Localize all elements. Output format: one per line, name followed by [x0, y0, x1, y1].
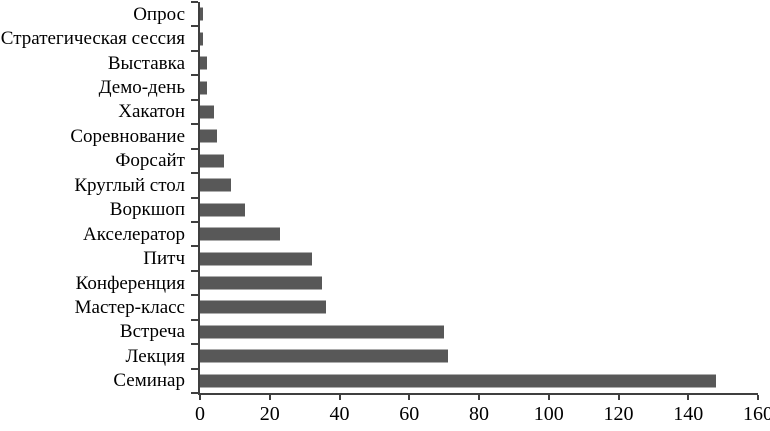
- category-label: Семинар: [113, 370, 185, 392]
- bar-row: [200, 271, 758, 295]
- bar: [200, 203, 246, 217]
- y-axis-tick: [191, 196, 198, 199]
- bar: [200, 325, 445, 339]
- y-axis-tick: [191, 172, 198, 175]
- category-label: Стратегическая сессия: [0, 28, 185, 50]
- y-axis-tick: [191, 98, 198, 101]
- x-axis-tick: [617, 395, 620, 400]
- category-labels: Опрос Стратегическая сессия Выставка Демо-д…: [0, 2, 190, 393]
- bar: [200, 81, 207, 95]
- y-axis-tick: [191, 392, 198, 394]
- bar-row: [200, 124, 758, 148]
- bar-row: [200, 369, 758, 393]
- bar-row: [200, 173, 758, 197]
- plot-area: 0 20 40 60 80 100 120 140 160: [191, 1, 770, 424]
- y-axis-tick: [191, 147, 198, 150]
- x-axis-tick-label: 120: [603, 403, 634, 425]
- x-axis-tick-label: 40: [329, 403, 350, 425]
- bar: [200, 276, 323, 290]
- x-axis-tick: [199, 395, 201, 400]
- category-label: Круглый стол: [74, 174, 185, 196]
- bar-row: [200, 344, 758, 368]
- category-label: Опрос: [133, 3, 185, 25]
- y-axis-tick: [191, 25, 198, 28]
- bar: [200, 154, 225, 168]
- category-label: Лекция: [125, 345, 186, 367]
- x-axis-tick: [547, 395, 550, 400]
- y-axis-tick: [191, 74, 198, 77]
- y-axis-tick: [191, 245, 198, 248]
- bar: [200, 227, 281, 241]
- category-label: Демо-день: [98, 77, 185, 99]
- y-axis-tick: [191, 318, 198, 321]
- bar: [200, 252, 312, 266]
- bar: [200, 300, 326, 314]
- bar: [200, 129, 218, 143]
- x-axis-tick-label: 160: [743, 403, 770, 425]
- y-axis-tick: [191, 1, 198, 3]
- bar-row: [200, 100, 758, 124]
- bar-row: [200, 51, 758, 75]
- bar-row: [200, 2, 758, 26]
- category-label: Питч: [143, 248, 185, 270]
- x-axis-tick-label: 20: [259, 403, 280, 425]
- x-axis-tick: [338, 395, 341, 400]
- bar-row: [200, 295, 758, 319]
- bar-row: [200, 246, 758, 270]
- x-axis-tick-label: 0: [195, 403, 205, 425]
- category-label: Форсайт: [115, 150, 185, 172]
- x-axis-tick: [687, 395, 690, 400]
- bar-row: [200, 75, 758, 99]
- category-label: Конференция: [75, 272, 185, 294]
- x-axis-tick-label: 140: [673, 403, 704, 425]
- bar: [200, 56, 207, 70]
- x-axis-tick: [478, 395, 480, 400]
- category-label: Акселератор: [83, 223, 185, 245]
- y-axis-tick: [191, 367, 198, 370]
- y-axis-tick: [191, 123, 198, 126]
- category-label: Мастер-класс: [74, 296, 185, 318]
- x-axis-tick-label: 100: [533, 403, 564, 425]
- bar-row: [200, 222, 758, 246]
- x-axis-tick: [408, 395, 411, 400]
- y-axis-tick: [191, 343, 198, 346]
- category-label: Выставка: [107, 52, 185, 74]
- bar-row: [200, 149, 758, 173]
- bar-rows: [200, 2, 758, 393]
- bar: [200, 105, 214, 119]
- x-axis-tick: [268, 395, 271, 400]
- x-axis-tick-label: 80: [469, 403, 489, 425]
- bar: [200, 7, 204, 21]
- bar: [200, 349, 448, 363]
- x-axis-tick: [757, 395, 759, 400]
- category-label: Воркшоп: [109, 199, 185, 221]
- x-axis-tick-label: 60: [399, 403, 420, 425]
- bar-row: [200, 320, 758, 344]
- bar: [200, 178, 232, 192]
- category-label: Хакатон: [118, 101, 185, 123]
- y-axis-tick: [191, 269, 198, 272]
- category-label: Встреча: [119, 321, 185, 343]
- bar-row: [200, 26, 758, 50]
- bar: [200, 374, 717, 388]
- bar-row: [200, 198, 758, 222]
- bar: [200, 32, 204, 46]
- category-label: Соревнование: [70, 125, 185, 147]
- y-axis-tick: [191, 220, 198, 223]
- y-axis-tick: [191, 49, 198, 52]
- y-axis-tick: [191, 294, 198, 297]
